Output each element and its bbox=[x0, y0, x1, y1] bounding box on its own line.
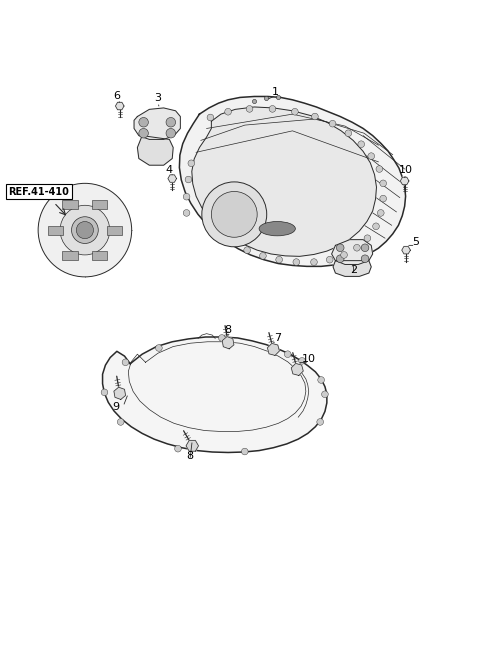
Polygon shape bbox=[180, 97, 406, 266]
Text: REF.41-410: REF.41-410 bbox=[9, 187, 70, 197]
Circle shape bbox=[207, 114, 214, 121]
Circle shape bbox=[293, 259, 300, 265]
Circle shape bbox=[183, 193, 190, 200]
Circle shape bbox=[117, 419, 124, 425]
Circle shape bbox=[318, 377, 324, 383]
Circle shape bbox=[183, 210, 190, 216]
Text: 10: 10 bbox=[399, 165, 413, 175]
Ellipse shape bbox=[259, 221, 295, 236]
Polygon shape bbox=[192, 107, 376, 257]
Text: 9: 9 bbox=[112, 402, 120, 411]
Text: 6: 6 bbox=[113, 91, 120, 101]
Polygon shape bbox=[116, 103, 124, 110]
Circle shape bbox=[336, 244, 344, 251]
Text: 2: 2 bbox=[350, 265, 357, 275]
Circle shape bbox=[317, 419, 324, 425]
Circle shape bbox=[368, 153, 374, 159]
Circle shape bbox=[276, 257, 282, 263]
Circle shape bbox=[225, 108, 231, 115]
Circle shape bbox=[336, 255, 344, 263]
Text: 1: 1 bbox=[272, 87, 279, 97]
Circle shape bbox=[361, 244, 369, 251]
Circle shape bbox=[139, 129, 148, 138]
Circle shape bbox=[326, 257, 333, 263]
Circle shape bbox=[202, 182, 267, 247]
Circle shape bbox=[345, 130, 352, 136]
Circle shape bbox=[341, 251, 348, 258]
Circle shape bbox=[322, 391, 328, 398]
Polygon shape bbox=[92, 251, 108, 261]
Circle shape bbox=[76, 221, 94, 239]
Text: 3: 3 bbox=[155, 93, 161, 103]
Circle shape bbox=[299, 358, 305, 364]
Circle shape bbox=[377, 210, 384, 216]
Polygon shape bbox=[333, 261, 371, 276]
Polygon shape bbox=[92, 200, 108, 209]
Circle shape bbox=[376, 166, 383, 172]
Circle shape bbox=[38, 183, 132, 277]
Circle shape bbox=[358, 141, 364, 148]
Polygon shape bbox=[114, 387, 126, 400]
Text: 8: 8 bbox=[225, 325, 232, 336]
Circle shape bbox=[329, 120, 336, 127]
Circle shape bbox=[185, 176, 192, 183]
Circle shape bbox=[246, 106, 253, 112]
Polygon shape bbox=[186, 440, 199, 451]
Polygon shape bbox=[402, 246, 410, 254]
Polygon shape bbox=[291, 364, 303, 375]
Circle shape bbox=[122, 359, 129, 366]
Polygon shape bbox=[222, 336, 234, 349]
Polygon shape bbox=[400, 177, 409, 185]
Circle shape bbox=[269, 106, 276, 112]
Text: 4: 4 bbox=[166, 165, 173, 175]
Text: 8: 8 bbox=[186, 451, 193, 461]
Polygon shape bbox=[48, 225, 63, 234]
Circle shape bbox=[311, 259, 317, 265]
Circle shape bbox=[284, 351, 291, 358]
Polygon shape bbox=[62, 251, 78, 261]
Polygon shape bbox=[62, 200, 78, 209]
Circle shape bbox=[380, 195, 386, 202]
Circle shape bbox=[380, 180, 386, 187]
Circle shape bbox=[244, 247, 251, 253]
Circle shape bbox=[211, 191, 257, 237]
Circle shape bbox=[166, 118, 176, 127]
Circle shape bbox=[218, 334, 225, 342]
Polygon shape bbox=[103, 337, 327, 453]
Circle shape bbox=[372, 223, 379, 230]
Polygon shape bbox=[107, 225, 122, 234]
Circle shape bbox=[175, 445, 181, 452]
Polygon shape bbox=[134, 108, 180, 140]
Circle shape bbox=[260, 253, 266, 259]
Circle shape bbox=[241, 448, 248, 455]
Circle shape bbox=[72, 217, 98, 244]
Circle shape bbox=[166, 129, 176, 138]
Polygon shape bbox=[267, 343, 279, 355]
Text: 7: 7 bbox=[274, 334, 281, 343]
Circle shape bbox=[291, 108, 298, 115]
Circle shape bbox=[312, 113, 318, 120]
Circle shape bbox=[188, 160, 195, 167]
Text: 10: 10 bbox=[302, 354, 316, 364]
Circle shape bbox=[101, 389, 108, 396]
Polygon shape bbox=[137, 136, 173, 165]
Circle shape bbox=[361, 255, 369, 263]
Text: 5: 5 bbox=[412, 236, 419, 247]
Circle shape bbox=[364, 235, 371, 242]
Text: [0.02, 0.218]: [0.02, 0.218] bbox=[11, 191, 20, 193]
Circle shape bbox=[156, 345, 162, 351]
Circle shape bbox=[354, 244, 360, 251]
Circle shape bbox=[139, 118, 148, 127]
Polygon shape bbox=[168, 175, 177, 182]
Polygon shape bbox=[332, 240, 372, 264]
Circle shape bbox=[60, 205, 110, 255]
